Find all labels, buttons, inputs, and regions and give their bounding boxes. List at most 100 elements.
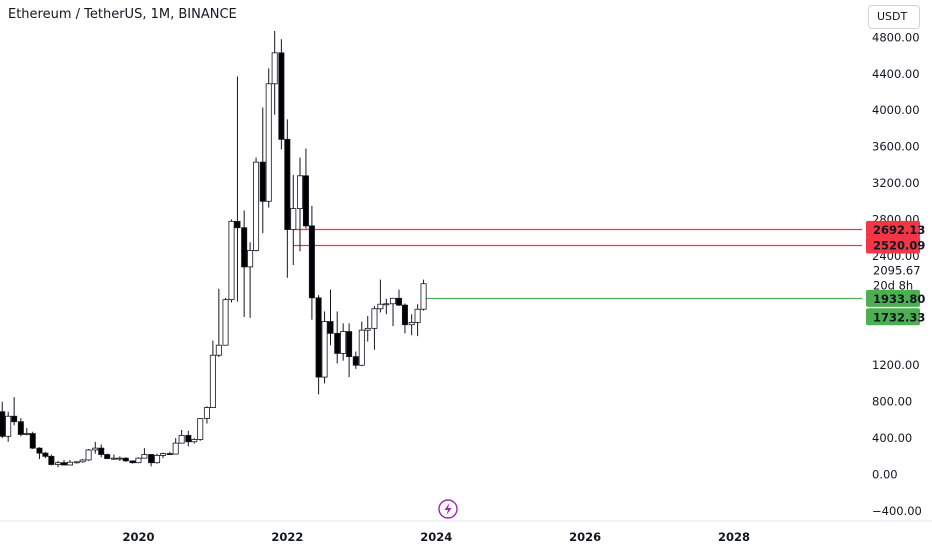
horizontal-lines-layer <box>293 228 862 300</box>
candle-down <box>48 455 55 465</box>
candle-down <box>302 175 309 227</box>
candle-up <box>222 299 229 346</box>
candle-up <box>364 327 371 331</box>
candle-up <box>85 449 92 461</box>
candle-up <box>160 453 167 456</box>
price-badge-label: 2520.09 <box>873 239 925 253</box>
candle-up <box>253 161 260 251</box>
candle-up <box>408 322 415 326</box>
candle-up <box>296 175 303 209</box>
y-tick-label: 0.00 <box>872 468 898 482</box>
candle-up <box>5 415 12 437</box>
candle-down <box>0 411 6 437</box>
candle-down <box>234 220 241 229</box>
candle-down <box>185 434 192 443</box>
candle-down <box>346 331 353 357</box>
price-badge <box>866 308 920 326</box>
candle-down <box>98 447 105 455</box>
current-price-label: 2095.67 <box>873 264 921 278</box>
candle-down <box>42 452 49 457</box>
x-axis: 2020 2022 2024 2026 2028 <box>122 530 750 544</box>
candle-up <box>110 457 117 460</box>
candle-up <box>23 433 30 435</box>
lightning-bolt-icon[interactable] <box>438 499 458 519</box>
candle-down <box>11 415 18 423</box>
candle-up <box>73 461 80 464</box>
chart-title: Ethereum / TetherUS, 1M, BINANCE <box>8 7 237 22</box>
candle-up <box>414 308 421 323</box>
candles-layer <box>0 30 427 468</box>
candle-down <box>17 421 24 435</box>
candle-down <box>104 454 111 460</box>
candle-down <box>241 227 248 268</box>
candle-up <box>383 303 390 306</box>
y-tick-label: 4000.00 <box>872 103 920 117</box>
candle-up <box>79 459 86 463</box>
candle-up <box>265 83 272 202</box>
candle-up <box>271 52 278 85</box>
y-tick-label: 1200.00 <box>872 358 920 372</box>
candle-up <box>92 447 99 451</box>
price-badge-label: 2692.13 <box>873 223 925 237</box>
candle-down <box>259 161 266 202</box>
y-tick-label: 3200.00 <box>872 176 920 190</box>
candle-up <box>247 250 254 268</box>
candle-up <box>290 208 297 230</box>
y-tick-label: 800.00 <box>872 395 912 409</box>
y-tick-label: −400.00 <box>872 504 922 518</box>
candle-up <box>420 283 427 310</box>
candle-up <box>197 418 204 440</box>
candle-up <box>340 331 347 354</box>
candle-down <box>334 332 341 354</box>
candle-up <box>135 457 142 464</box>
candle-up <box>358 329 365 366</box>
candle-down <box>166 453 173 455</box>
candle-down <box>61 462 68 466</box>
price-badge <box>866 220 920 238</box>
candle-up <box>141 454 148 459</box>
currency-unit-button[interactable]: USDT <box>868 5 920 29</box>
candle-up <box>371 308 378 329</box>
candle-down <box>308 225 315 299</box>
candle-down <box>29 433 36 449</box>
x-tick-label: 2022 <box>271 530 303 544</box>
candle-down <box>122 457 129 462</box>
price-badge-label: 1732.33 <box>873 310 925 324</box>
y-tick-label: 400.00 <box>872 431 912 445</box>
candle-down <box>129 460 136 464</box>
y-tick-label: 4800.00 <box>872 30 920 44</box>
candle-up <box>172 442 179 455</box>
candle-down <box>395 297 402 306</box>
candle-up <box>178 434 185 444</box>
candle-up <box>390 297 397 305</box>
y-tick-label: 3600.00 <box>872 140 920 154</box>
candle-down <box>284 138 291 230</box>
candle-up <box>191 439 198 443</box>
x-tick-label: 2028 <box>718 530 750 544</box>
candle-down <box>36 447 43 454</box>
x-tick-label: 2024 <box>420 530 452 544</box>
y-tick-label: 4400.00 <box>872 67 920 81</box>
candle-up <box>209 354 216 409</box>
price-badge <box>866 236 920 254</box>
price-badge-label: 1933.80 <box>873 292 925 306</box>
candle-up <box>321 321 328 378</box>
price-badge <box>866 289 920 307</box>
candle-down <box>401 304 408 326</box>
candle-up <box>377 303 384 310</box>
candle-up <box>116 457 123 460</box>
countdown-label: 20d 8h <box>873 279 913 293</box>
candle-up <box>66 461 73 466</box>
candle-down <box>315 297 322 378</box>
candle-up <box>228 220 235 301</box>
candle-down <box>148 454 155 464</box>
candle-down <box>352 356 359 366</box>
candle-down <box>278 52 285 140</box>
candle-down <box>327 321 334 334</box>
x-tick-label: 2020 <box>122 530 154 544</box>
candle-up <box>154 455 161 464</box>
candle-up <box>203 407 210 419</box>
candle-up <box>215 344 222 356</box>
